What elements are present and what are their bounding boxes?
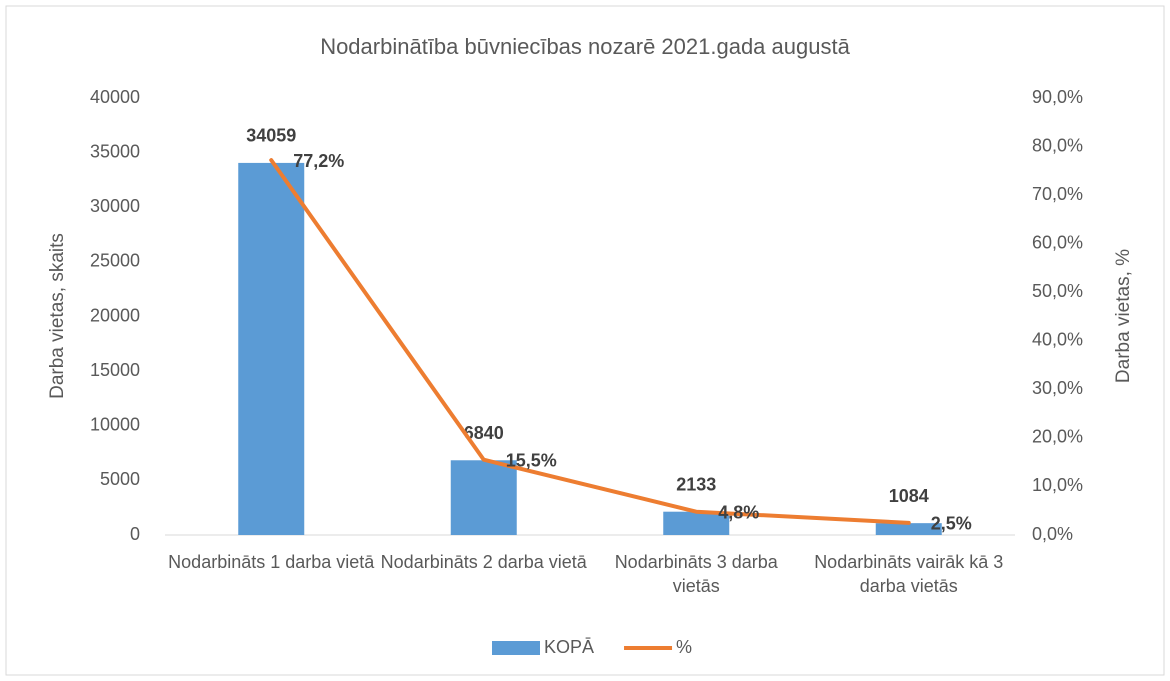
y2-tick-label: 10,0%: [1032, 475, 1083, 495]
y-axis-title: Darba vietas, skaits: [47, 233, 68, 399]
y2-tick-label: 50,0%: [1032, 281, 1083, 301]
y2-tick-label: 60,0%: [1032, 232, 1083, 252]
y2-axis-title: Darba vietas, %: [1113, 249, 1134, 383]
bar: [875, 523, 942, 535]
y2-tick-label: 20,0%: [1032, 427, 1083, 447]
bar: [450, 460, 517, 535]
bar-value-label: 1084: [889, 486, 929, 506]
legend-label: KOPĀ: [544, 637, 594, 657]
y-tick-label: 10000: [90, 415, 140, 435]
line-value-label: 2,5%: [931, 514, 972, 534]
line-value-label: 4,8%: [718, 502, 759, 522]
y-tick-label: 5000: [100, 469, 140, 489]
y2-tick-label: 40,0%: [1032, 330, 1083, 350]
line: [269, 158, 911, 525]
y-tick-label: 35000: [90, 141, 140, 161]
chart-border: [5, 5, 1165, 676]
y2-tick-label: 90,0%: [1032, 87, 1083, 107]
bar-value-label: 34059: [246, 126, 296, 146]
x-tick-label: Nodarbināts vairāk kā 3 darba vietās: [814, 552, 1004, 596]
legend-swatch: [492, 641, 540, 655]
y-tick-label: 20000: [90, 305, 140, 325]
y-tick-label: 30000: [90, 196, 140, 216]
chart-title: Nodarbinātība būvniecības nozarē 2021.ga…: [320, 34, 850, 59]
x-tick-label: Nodarbināts 3 darba vietās: [614, 552, 778, 596]
bar-value-label: 2133: [676, 474, 716, 494]
x-tick-label: Nodarbināts 2 darba vietā: [380, 552, 587, 572]
line-value-label: 15,5%: [506, 450, 557, 470]
bar: [663, 511, 730, 535]
x-tick-label: Nodarbināts 1 darba vietā: [168, 552, 375, 572]
legend-label: %: [676, 637, 692, 657]
y2-tick-label: 80,0%: [1032, 135, 1083, 155]
y2-tick-label: 0,0%: [1032, 524, 1073, 544]
y2-tick-label: 30,0%: [1032, 378, 1083, 398]
y-tick-label: 15000: [90, 360, 140, 380]
y-tick-label: 40000: [90, 87, 140, 107]
y-tick-label: 25000: [90, 251, 140, 271]
bar: [238, 162, 305, 535]
y-tick-label: 0: [130, 524, 140, 544]
bar-value-label: 6840: [464, 423, 504, 443]
y2-tick-label: 70,0%: [1032, 184, 1083, 204]
line-value-label: 77,2%: [293, 151, 344, 171]
